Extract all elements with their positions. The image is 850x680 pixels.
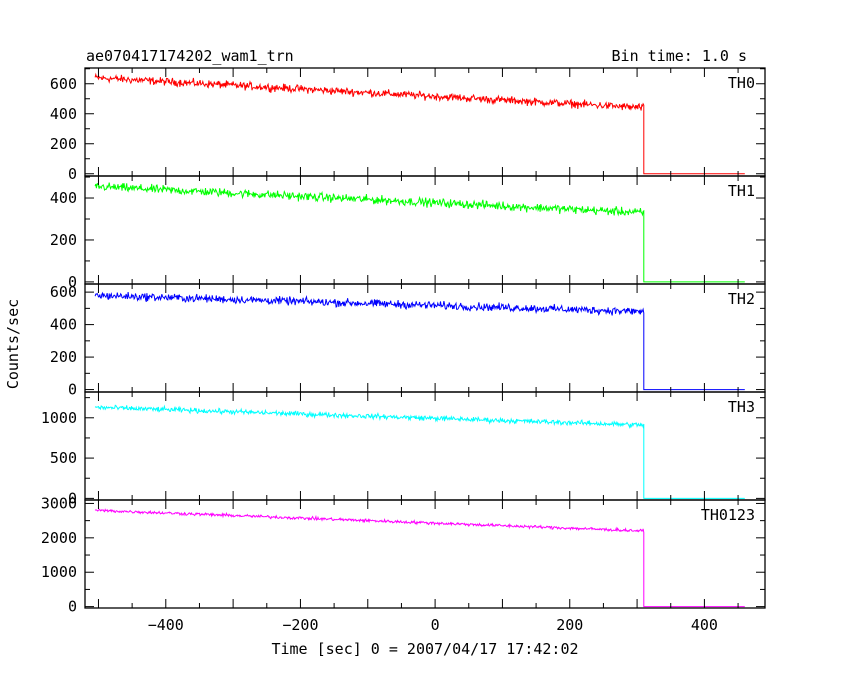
y-axis-label: Counts/sec bbox=[4, 299, 22, 389]
y-tick-label: 200 bbox=[50, 348, 77, 366]
y-tick-label: 3000 bbox=[41, 494, 77, 512]
series-line-th0 bbox=[94, 72, 745, 175]
y-tick-label: 600 bbox=[50, 283, 77, 301]
x-tick-label: −200 bbox=[282, 616, 318, 634]
panel-label: TH1 bbox=[728, 182, 755, 200]
panel-th1: 0 200 400 TH1 bbox=[50, 175, 766, 291]
y-tick-label: 2000 bbox=[41, 529, 77, 547]
y-tick-label: 0 bbox=[68, 489, 77, 507]
panel-th0: 0 200 400 600 TH0 bbox=[50, 67, 766, 183]
y-tick-label: 200 bbox=[50, 231, 77, 249]
y-tick-label: 0 bbox=[68, 598, 77, 616]
chart-title: ae070417174202_wam1_trn bbox=[86, 47, 294, 65]
series-line-th3 bbox=[94, 404, 745, 499]
panel-label: TH0123 bbox=[701, 506, 755, 524]
panel-frame bbox=[84, 499, 766, 609]
panel-frame bbox=[84, 391, 766, 501]
x-tick-label: 400 bbox=[691, 616, 718, 634]
y-tick-label: 1000 bbox=[41, 409, 77, 427]
y-tick-label: 600 bbox=[50, 75, 77, 93]
panel-stack: 0 200 400 600 TH0 0 200 400 TH1 0 200 400 600 TH2 0 500… bbox=[41, 67, 766, 616]
y-tick-label: 400 bbox=[50, 316, 77, 334]
x-axis-label: Time [sec] 0 = 2007/04/17 17:42:02 bbox=[271, 640, 578, 658]
x-tick-label: 0 bbox=[431, 616, 440, 634]
panel-label: TH0 bbox=[728, 74, 755, 92]
bin-time-label: Bin time: 1.0 s bbox=[612, 47, 747, 65]
x-tick-label: 200 bbox=[556, 616, 583, 634]
panel-th2: 0 200 400 600 TH2 bbox=[50, 283, 766, 399]
panel-th0123: 0 1000 2000 3000 TH0123 bbox=[41, 494, 766, 616]
y-tick-label: 1000 bbox=[41, 563, 77, 581]
y-tick-label: 0 bbox=[68, 165, 77, 183]
x-tick-label: −400 bbox=[148, 616, 184, 634]
panel-th3: 0 500 1000 TH3 bbox=[41, 391, 766, 507]
series-line-th1 bbox=[94, 182, 745, 283]
y-tick-label: 200 bbox=[50, 135, 77, 153]
panel-frame bbox=[84, 283, 766, 393]
y-tick-label: 0 bbox=[68, 381, 77, 399]
panel-label: TH2 bbox=[728, 290, 755, 308]
y-tick-label: 400 bbox=[50, 105, 77, 123]
panel-label: TH3 bbox=[728, 398, 755, 416]
series-line-th0123 bbox=[94, 508, 745, 608]
series-line-th2 bbox=[94, 291, 745, 391]
y-tick-label: 500 bbox=[50, 449, 77, 467]
y-tick-label: 400 bbox=[50, 189, 77, 207]
y-tick-label: 0 bbox=[68, 273, 77, 291]
x-axis: −400 −200 0 200 400 bbox=[148, 616, 718, 634]
